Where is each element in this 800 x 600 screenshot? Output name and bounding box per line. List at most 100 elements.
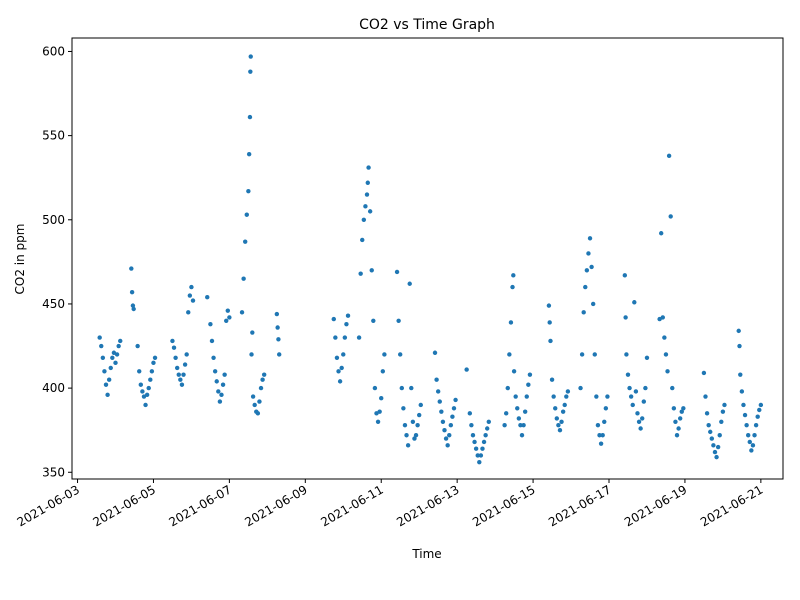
data-point [179,382,185,387]
data-point [581,310,586,315]
data-point [186,310,191,315]
data-point [110,355,115,361]
data-point [399,385,404,391]
data-point [410,419,416,424]
data-point [404,433,409,438]
data-point [505,385,510,391]
data-point [547,320,552,325]
data-point [518,422,523,428]
data-point [380,369,386,374]
data-point [714,454,719,460]
plot-frame [71,37,784,480]
data-point [564,394,569,399]
data-point [246,151,252,157]
data-point [261,372,267,377]
plot-area [97,54,764,465]
data-point [676,426,681,431]
data-point [364,192,370,197]
data-point [190,298,196,303]
data-point [367,209,373,214]
data-point [715,444,721,450]
data-point [402,422,408,428]
data-point [633,389,639,394]
data-point [480,446,485,451]
data-point [437,399,442,404]
data-point [382,352,387,357]
data-point [583,284,588,290]
y-tick-label: 500 [42,213,65,227]
data-point [375,419,381,424]
data-point [666,153,672,159]
data-point [450,414,455,419]
data-point [589,264,594,270]
data-point [97,335,102,340]
data-point [244,212,249,217]
data-point [129,289,135,295]
data-point [548,338,553,344]
data-point [394,269,400,275]
data-point [526,382,531,387]
data-point [152,355,158,361]
data-point [135,343,140,349]
data-point [99,343,104,349]
data-point [704,411,710,416]
data-point [407,281,412,286]
data-point [239,310,245,315]
data-point [632,300,637,305]
data-point [757,407,762,413]
data-point [106,377,112,382]
data-point [189,284,194,290]
data-point [739,389,745,394]
data-point [551,394,556,399]
data-point [644,355,650,361]
data-point [246,188,251,194]
data-point [640,416,645,421]
data-point [469,422,474,428]
data-point [527,372,533,377]
data-point [184,352,189,357]
data-point [227,315,232,320]
data-point [553,406,558,411]
data-point [513,394,518,399]
data-point [445,443,450,448]
data-point [737,343,742,349]
data-point [521,422,526,428]
data-point [356,335,362,340]
data-point [363,204,368,209]
data-point [334,355,340,361]
data-point [736,328,741,334]
data-point [549,377,555,382]
data-point [417,412,422,418]
data-point [173,355,178,361]
data-point [275,325,280,330]
data-point [178,377,183,382]
data-point [333,335,338,340]
data-point [372,385,378,391]
data-point [435,389,441,394]
data-point [562,402,567,408]
data-point [711,443,716,448]
data-point [744,422,749,428]
data-point [258,385,264,391]
data-point [260,377,265,382]
data-point [140,389,145,394]
data-point [483,433,488,438]
data-point [187,293,193,298]
data-point [752,433,757,438]
data-point [149,369,155,374]
data-point [358,271,363,276]
data-point [738,372,743,377]
data-point [114,352,120,357]
data-point [243,239,248,244]
data-point [413,433,419,438]
data-point [643,385,648,391]
data-point [209,338,215,344]
data-point [439,409,444,414]
data-point [510,284,515,290]
data-point [412,436,417,441]
data-point [252,402,257,408]
data-point [665,369,670,374]
data-point [560,409,566,414]
y-tick-label: 450 [42,297,65,311]
